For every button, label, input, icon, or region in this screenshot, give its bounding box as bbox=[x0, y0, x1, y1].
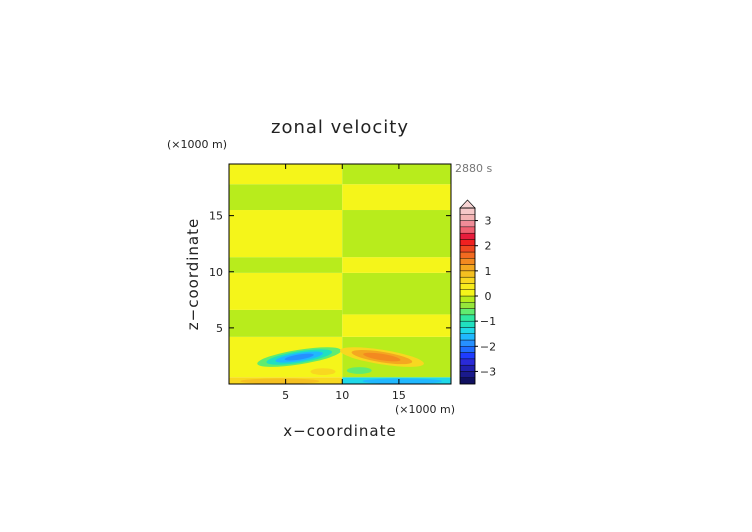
colorbar-swatch-17 bbox=[459, 270, 476, 278]
heatmap-field bbox=[229, 164, 451, 384]
x-tick-label-10: 10 bbox=[335, 389, 349, 402]
bands_left-band-3 bbox=[229, 272, 343, 310]
colorbar-tick-label-2: −1 bbox=[480, 315, 496, 328]
time-label: 2880 s bbox=[455, 162, 492, 175]
positive_strip_bottom_left-level-0 bbox=[240, 378, 320, 384]
bands_right-band-3 bbox=[342, 272, 451, 315]
x-unit-label: (×1000 m) bbox=[395, 403, 455, 416]
plot-frame bbox=[228, 163, 452, 385]
colorbar-swatch-13 bbox=[459, 295, 476, 303]
y-tick-label-10: 10 bbox=[209, 266, 223, 279]
colorbar-swatch-6 bbox=[459, 339, 476, 347]
positive_blob_left_low-level-0 bbox=[310, 368, 336, 376]
colorbar-swatch-10 bbox=[459, 314, 476, 322]
bands_left-band-7 bbox=[229, 164, 343, 185]
colorbar-swatch-5 bbox=[459, 346, 476, 353]
colorbar-swatch-22 bbox=[459, 239, 476, 246]
colorbar-tick-label-1: −2 bbox=[480, 340, 496, 353]
colorbar-extend-arrow bbox=[459, 199, 476, 209]
bands_right-band-5 bbox=[342, 210, 451, 258]
colorbar-tick-label-5: 2 bbox=[485, 240, 492, 253]
y-tick-label-15: 15 bbox=[209, 210, 223, 223]
colorbar-swatch-2 bbox=[459, 364, 476, 372]
colorbar-swatch-26 bbox=[459, 214, 476, 221]
bands_left-band-4 bbox=[229, 257, 343, 273]
colorbar-tick-label-3: 0 bbox=[485, 290, 492, 303]
colorbar-swatch-3 bbox=[459, 358, 476, 366]
colorbar-swatch-27 bbox=[459, 207, 476, 215]
colorbar-tick-label-0: −3 bbox=[480, 365, 496, 378]
colorbar-swatch-11 bbox=[459, 308, 476, 316]
y-unit-label: (×1000 m) bbox=[167, 138, 227, 151]
bands_right-band-7 bbox=[342, 164, 451, 185]
colorbar-swatch-21 bbox=[459, 245, 476, 253]
bands_left-band-6 bbox=[229, 184, 343, 211]
colorbar-swatch-19 bbox=[459, 258, 476, 265]
colorbar-swatch-24 bbox=[459, 226, 476, 234]
x-axis-title: x−coordinate bbox=[283, 422, 396, 440]
bands_right-band-4 bbox=[342, 257, 451, 273]
y-axis-title: z−coordinate bbox=[184, 218, 202, 330]
colorbar-swatch-0 bbox=[459, 377, 476, 385]
colorbar-swatch-23 bbox=[459, 232, 476, 240]
bands_right-band-2 bbox=[342, 314, 451, 337]
colorbar-swatch-14 bbox=[459, 289, 476, 297]
bands_left-band-5 bbox=[229, 210, 343, 258]
negative_lobe_left-level-3 bbox=[284, 353, 314, 361]
colorbar-swatch-12 bbox=[459, 302, 476, 309]
colorbar-swatch-20 bbox=[459, 251, 476, 259]
colorbar-swatch-15 bbox=[459, 283, 476, 290]
colorbar-tick-label-6: 3 bbox=[485, 215, 492, 228]
chart-title: zonal velocity bbox=[271, 117, 409, 138]
negative_strip_bottom_right-level-0 bbox=[362, 378, 442, 384]
bands_left-band-2 bbox=[229, 309, 343, 337]
colorbar-swatch-25 bbox=[459, 220, 476, 228]
x-tick-label-5: 5 bbox=[282, 389, 289, 402]
y-tick-label-5: 5 bbox=[216, 322, 223, 335]
colorbar: −3 −2 −1 0 1 2 3 bbox=[459, 199, 496, 385]
x-tick-label-15: 15 bbox=[392, 389, 406, 402]
colorbar-swatch-16 bbox=[459, 276, 476, 284]
colorbar-tick-label-4: 1 bbox=[485, 265, 492, 278]
colorbar-swatch-4 bbox=[459, 352, 476, 360]
positive_lobe_right-level-2 bbox=[363, 352, 401, 362]
colorbar-swatch-9 bbox=[459, 320, 476, 328]
colorbar-swatch-18 bbox=[459, 264, 476, 272]
colorbar-swatch-8 bbox=[459, 327, 476, 334]
colorbar-swatch-1 bbox=[459, 371, 476, 378]
bands_right-band-6 bbox=[342, 184, 451, 211]
colorbar-swatch-7 bbox=[459, 333, 476, 341]
negative_blob_right_low-level-0 bbox=[346, 367, 372, 374]
axis-ticks: 5 10 15 5 10 15 bbox=[209, 164, 451, 402]
